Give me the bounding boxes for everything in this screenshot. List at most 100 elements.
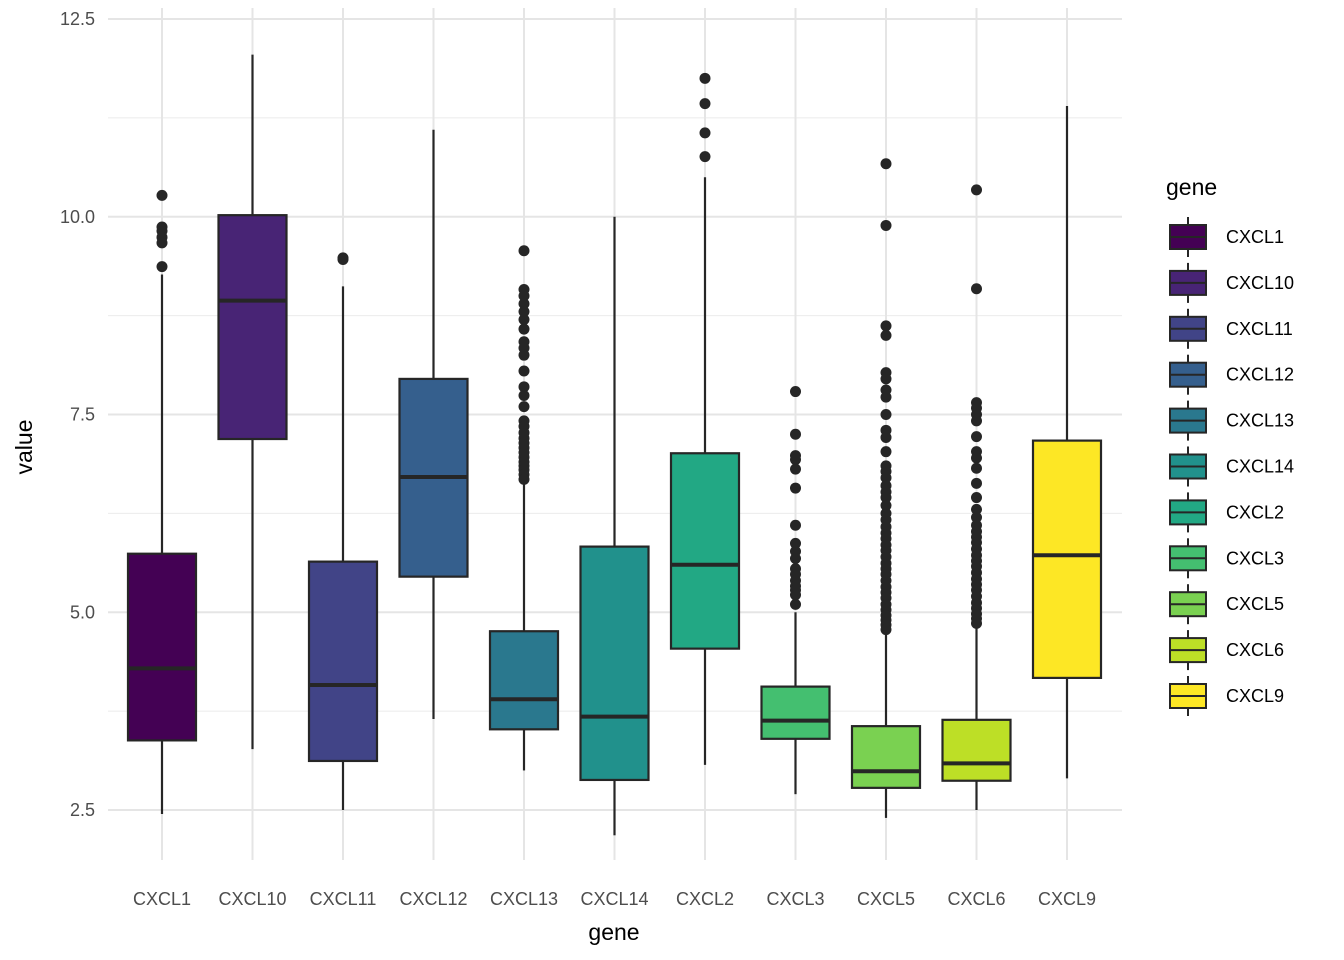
outlier-point [518,473,530,485]
box-CXCL13 [488,245,560,771]
legend-item-CXCL1: CXCL1 [1169,217,1284,257]
outlier-point [880,219,892,231]
outlier-point [880,391,892,403]
legend-item-CXCL6: CXCL6 [1169,630,1284,671]
outlier-point [518,306,530,318]
y-tick-label: 5.0 [70,602,95,622]
outlier-point [699,98,711,110]
outlier-point [971,462,982,474]
x-axis-title: gene [588,919,639,945]
box-CXCL3 [760,386,831,795]
outlier-point [790,519,801,531]
x-tick-label: CXCL1 [133,889,191,909]
outlier-point [971,452,982,464]
outlier-point [790,454,801,466]
outlier-point [518,298,530,310]
outlier-point [156,237,168,249]
x-tick-label: CXCL10 [218,889,286,909]
iqr-box [126,552,198,742]
y-tick-label: 12.5 [60,9,95,29]
box-CXCL10 [217,54,288,750]
legend-item-CXCL3: CXCL3 [1169,538,1284,579]
iqr-box [217,214,288,441]
x-tick-label: CXCL2 [676,889,734,909]
box-CXCL9 [1031,106,1103,779]
legend-item-CXCL13: CXCL13 [1169,400,1294,441]
box-CXCL12 [398,129,469,720]
x-tick-label: CXCL3 [766,889,824,909]
box-CXCL6 [941,184,1012,810]
legend-item-CXCL10: CXCL10 [1169,262,1294,303]
legend-label: CXCL9 [1226,686,1284,706]
outlier-point [971,184,982,196]
box-CXCL2 [669,72,741,765]
outlier-point [971,503,982,515]
outlier-point [699,72,711,84]
y-tick-label: 10.0 [60,207,95,227]
outlier-point [156,189,168,201]
x-tick-label: CXCL11 [310,889,377,909]
outlier-point [880,472,892,484]
outlier-point [790,589,801,601]
outlier-point [880,624,892,636]
outlier-point [699,151,711,163]
x-tick-label: CXCL6 [947,889,1005,909]
outlier-point [518,365,530,377]
legend-label: CXCL11 [1226,319,1293,339]
legend-item-CXCL2: CXCL2 [1169,492,1284,533]
outlier-point [518,290,530,302]
outlier-point [971,477,982,489]
legend-label: CXCL10 [1226,273,1294,293]
outlier-point [971,415,982,427]
outlier-point [156,261,168,273]
outlier-point [971,431,982,443]
outlier-point [971,511,982,523]
outlier-point [790,482,801,494]
outlier-point [971,617,982,629]
iqr-box [850,725,922,789]
outlier-point [880,499,892,511]
legend-label: CXCL14 [1226,457,1294,477]
outlier-point [880,446,892,458]
outlier-point [518,245,530,257]
outlier-point [880,329,892,341]
iqr-box [941,718,1012,782]
legend: gene CXCL1 CXCL10 CXCL11 CXCL12 CXCL13 CXCL14… [1166,174,1294,716]
outlier-point [518,323,530,335]
outlier-point [971,492,982,504]
x-tick-label: CXCL13 [490,889,558,909]
legend-label: CXCL1 [1226,227,1284,247]
iqr-box [579,545,650,782]
x-tick-label: CXCL9 [1038,889,1096,909]
x-tick-labels: CXCL1 CXCL10 CXCL11 CXCL12 CXCL13 CXCL14 CXCL2… [133,889,1096,909]
y-tick-label: 7.5 [70,405,95,425]
outlier-point [880,373,892,385]
outlier-point [880,431,892,443]
outlier-point [880,158,892,170]
outlier-point [337,253,349,265]
legend-label: CXCL2 [1226,502,1284,522]
outlier-point [699,127,711,139]
outlier-point [518,401,530,413]
iqr-box [760,685,831,740]
outlier-point [518,381,530,393]
x-tick-label: CXCL14 [580,889,648,909]
iqr-box [669,452,741,650]
outlier-point [790,552,801,564]
legend-label: CXCL13 [1226,411,1294,431]
legend-item-CXCL9: CXCL9 [1169,676,1284,716]
outlier-point [971,283,982,295]
iqr-box [307,560,379,763]
y-tick-labels: 2.5 5.0 7.5 10.0 12.5 [60,9,95,820]
legend-item-CXCL11: CXCL11 [1169,308,1293,349]
box-CXCL5 [850,158,922,818]
box-CXCL1 [126,189,198,814]
legend-item-CXCL5: CXCL5 [1169,584,1284,625]
boxes-layer [126,54,1103,836]
iqr-box [1031,439,1103,680]
legend-title: gene [1166,174,1217,200]
x-tick-label: CXCL5 [857,889,915,909]
legend-label: CXCL6 [1226,640,1284,660]
outlier-point [518,314,530,326]
